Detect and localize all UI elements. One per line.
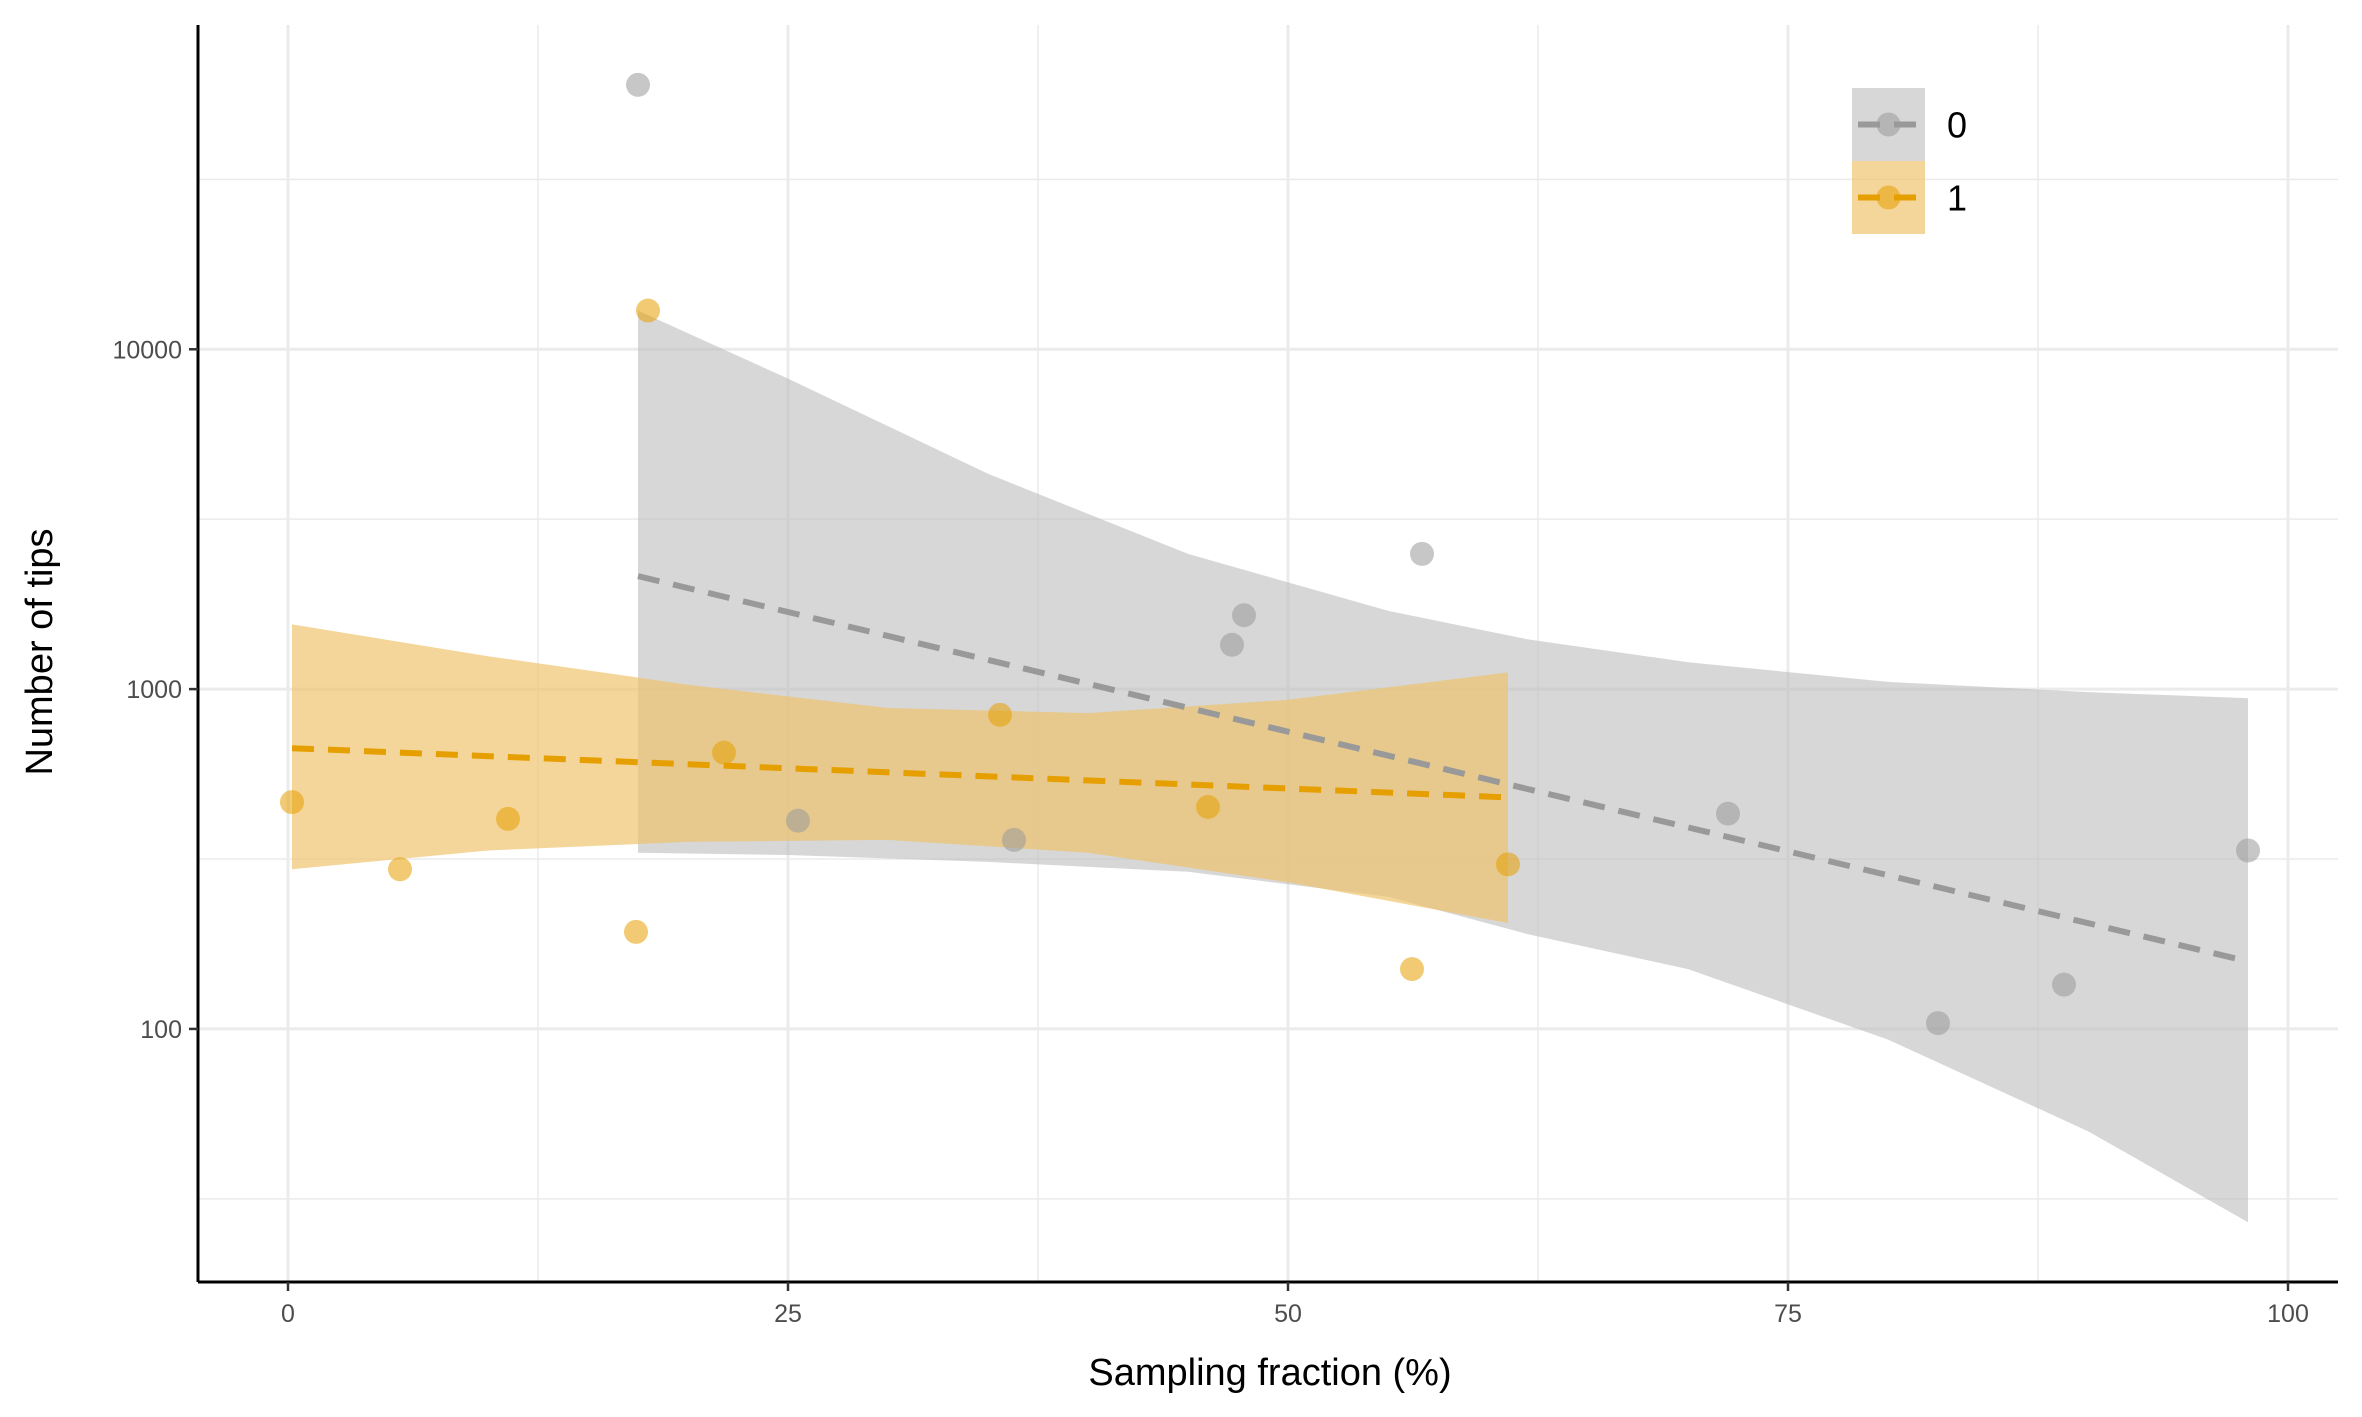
legend-key-point-1 bbox=[1876, 185, 1901, 210]
trend-line-series-1 bbox=[291, 745, 1509, 801]
y-tick-label: 1000 bbox=[126, 676, 182, 704]
data-point-series-1 bbox=[624, 919, 648, 944]
confidence-bands bbox=[292, 310, 2248, 1223]
trend-line-series-0 bbox=[637, 573, 2249, 965]
axes bbox=[196, 25, 2338, 1284]
x-tick-label: 0 bbox=[281, 1300, 295, 1328]
data-point-series-1 bbox=[636, 298, 660, 323]
y-tick-label: 100 bbox=[140, 1016, 182, 1044]
legend-label-0: 0 bbox=[1947, 105, 1967, 146]
x-tick-label: 75 bbox=[1774, 1300, 1802, 1328]
data-point-series-0 bbox=[1410, 541, 1434, 566]
trend-lines bbox=[291, 573, 2249, 965]
x-tick-label: 50 bbox=[1274, 1300, 1302, 1328]
tick-labels: 0 25 50 75 100 100 1000 10000 bbox=[112, 336, 2308, 1328]
data-point-series-1 bbox=[388, 857, 412, 882]
data-point-series-0 bbox=[1716, 801, 1740, 826]
x-tick-label: 100 bbox=[2267, 1300, 2309, 1328]
legend: 01 bbox=[1852, 88, 1967, 234]
data-point-series-0 bbox=[2236, 838, 2260, 863]
x-axis-title: Sampling fraction (%) bbox=[1088, 1352, 1451, 1394]
data-points bbox=[280, 72, 2260, 1036]
data-point-series-0 bbox=[2052, 972, 2076, 997]
data-point-series-0 bbox=[1220, 632, 1244, 657]
legend-key-point-0 bbox=[1876, 112, 1901, 137]
y-tick-label: 10000 bbox=[112, 336, 182, 364]
data-point-series-1 bbox=[1400, 957, 1424, 982]
data-point-series-1 bbox=[280, 790, 304, 815]
data-point-series-0 bbox=[1232, 603, 1256, 628]
data-point-series-0 bbox=[626, 72, 650, 97]
data-point-series-1 bbox=[712, 740, 736, 765]
confidence-band-series-1 bbox=[292, 624, 1508, 923]
x-tick-label: 25 bbox=[774, 1300, 802, 1328]
data-point-series-0 bbox=[1002, 827, 1026, 852]
data-point-series-1 bbox=[988, 702, 1012, 727]
y-axis-title: Number of tips bbox=[19, 528, 61, 775]
data-point-series-1 bbox=[1496, 852, 1520, 877]
legend-label-1: 1 bbox=[1947, 178, 1967, 219]
data-point-series-0 bbox=[786, 808, 810, 833]
data-point-series-1 bbox=[1196, 794, 1220, 819]
data-point-series-0 bbox=[1926, 1011, 1950, 1036]
data-point-series-1 bbox=[496, 806, 520, 831]
